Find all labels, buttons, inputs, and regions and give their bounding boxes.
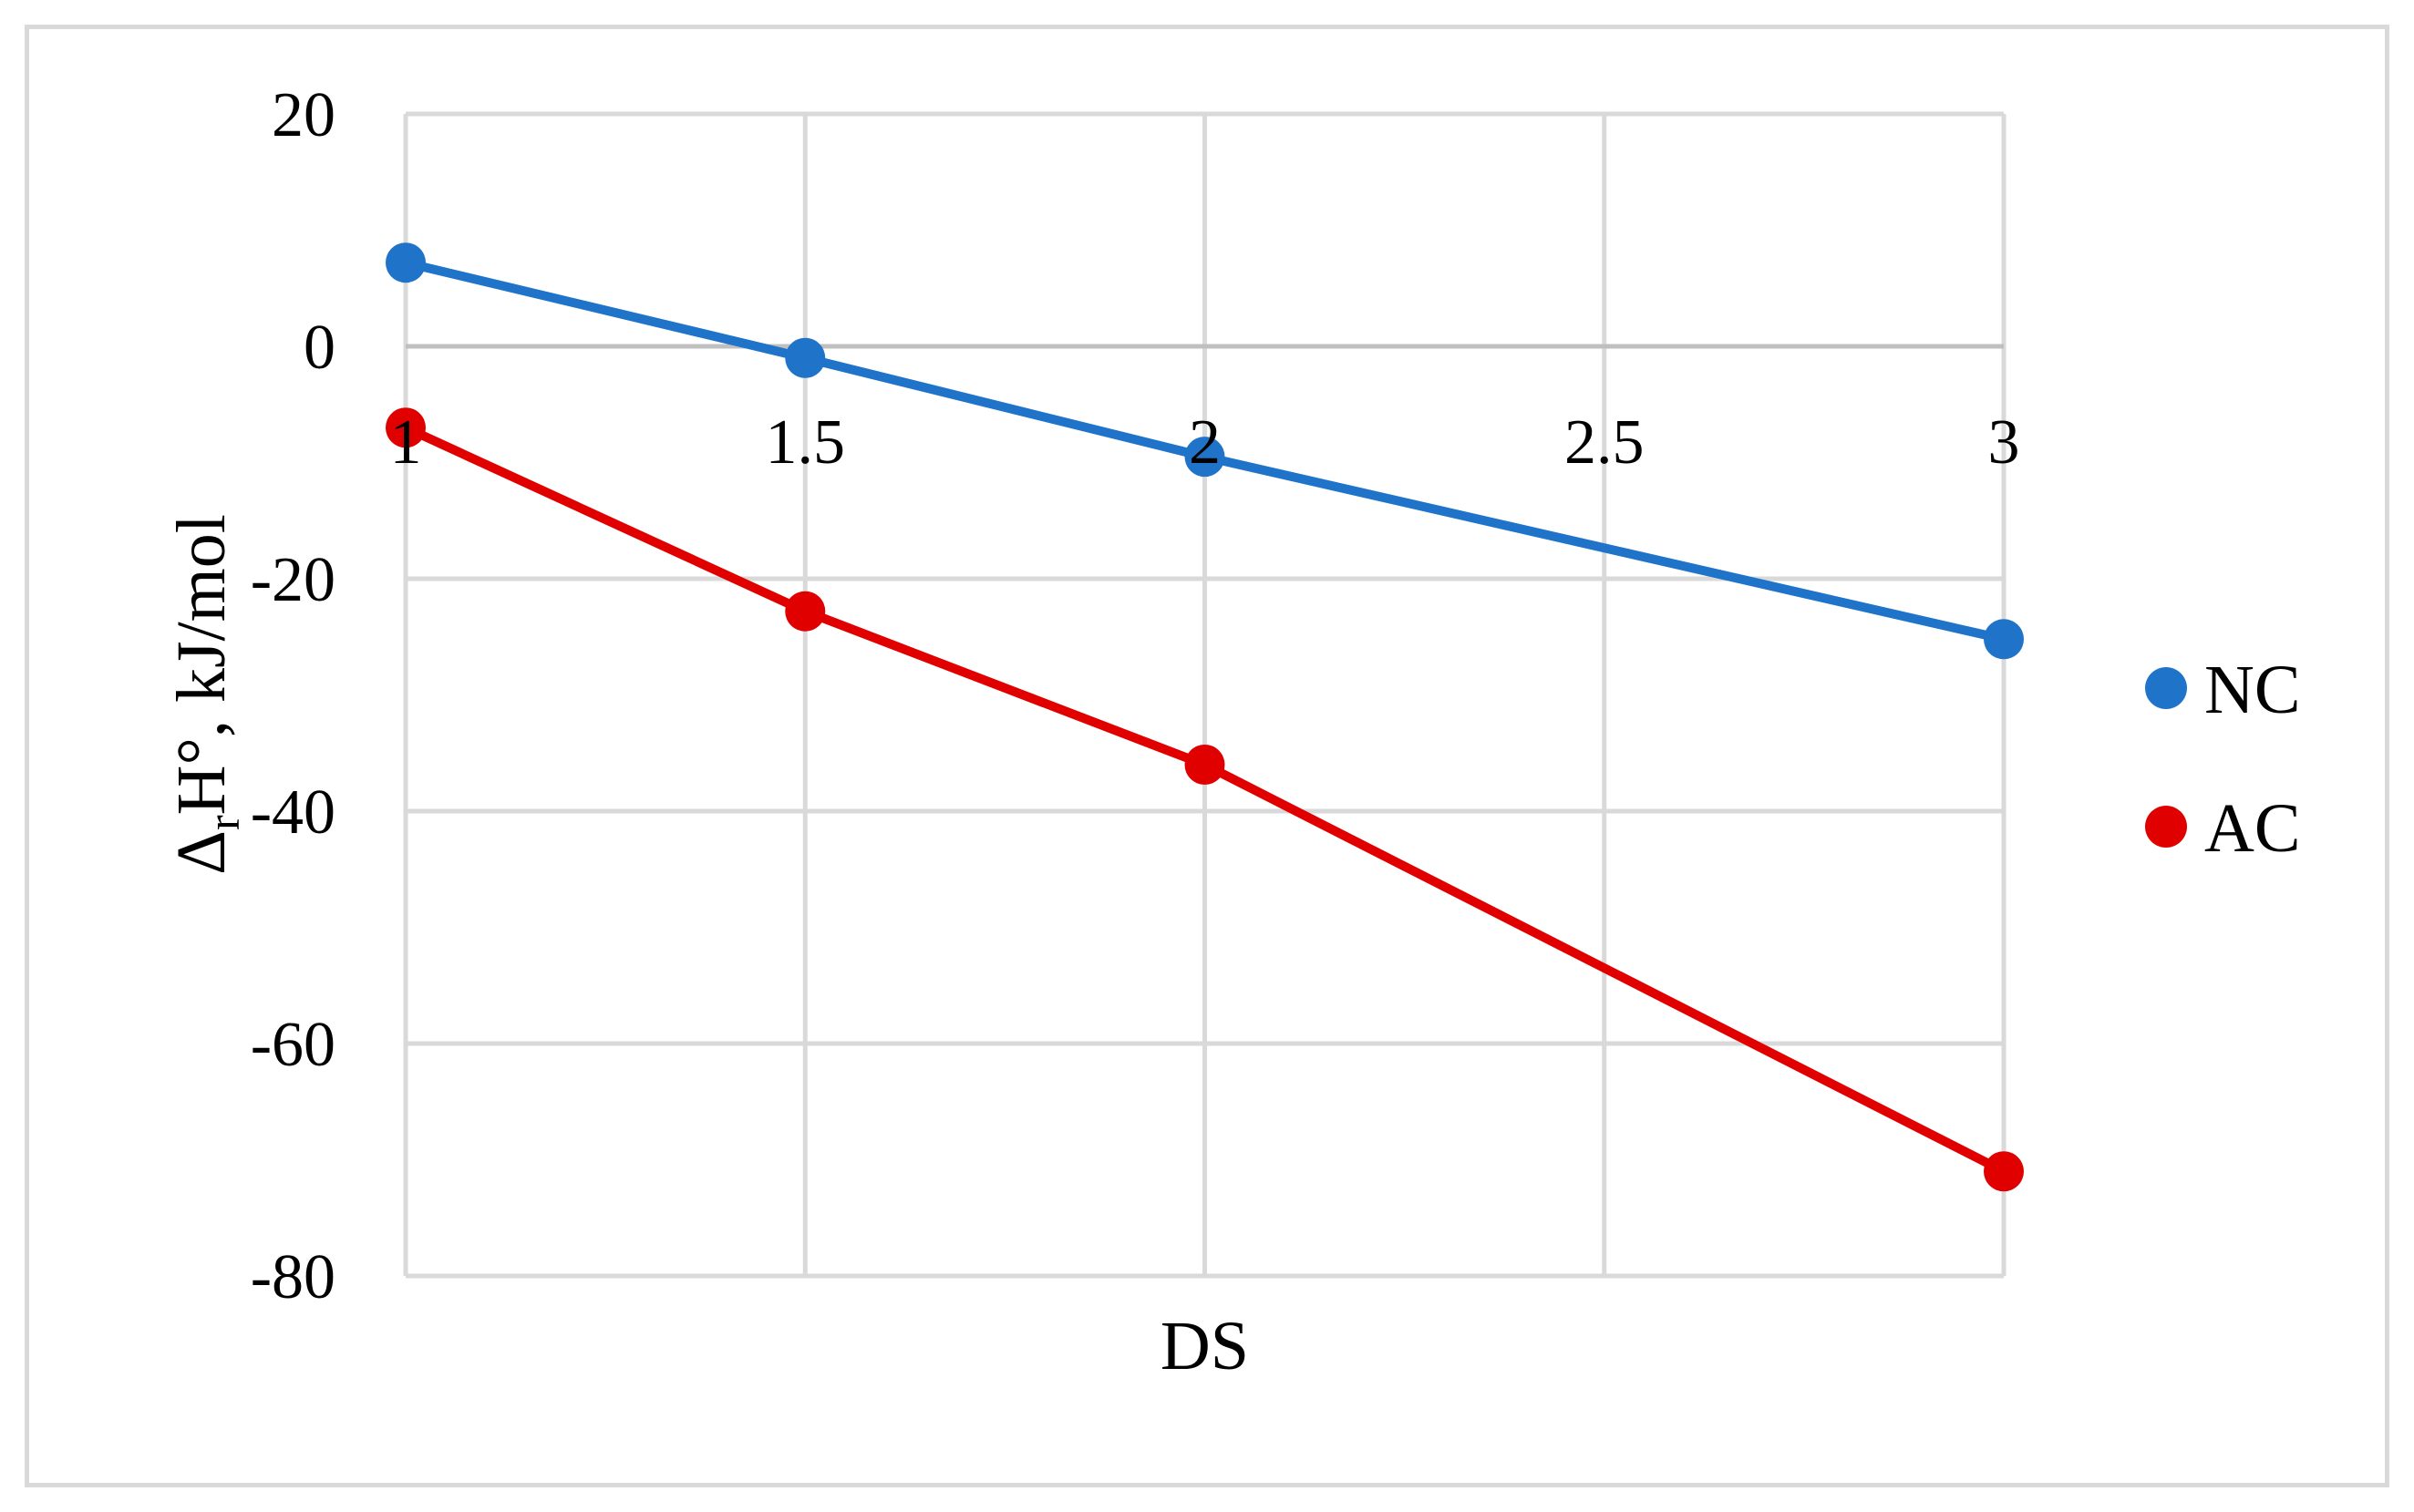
legend-label-nc: NC	[2204, 652, 2301, 728]
data-point-nc	[1984, 619, 2024, 660]
series-ac	[386, 407, 2024, 1192]
data-point-nc	[785, 337, 826, 378]
y-tick-label: -80	[251, 1242, 335, 1312]
x-tick-label: 2.5	[1564, 407, 1645, 478]
data-point-ac	[1984, 1151, 2024, 1192]
data-point-ac	[386, 407, 426, 448]
x-tick-label: 1	[390, 407, 422, 478]
legend-label-ac: AC	[2204, 790, 2301, 867]
x-tick-label: 3	[1988, 407, 2020, 478]
series-layer	[386, 242, 2024, 1192]
data-point-nc	[1184, 437, 1225, 478]
legend-marker-ac	[2145, 806, 2187, 848]
y-axis-title-rest: H°, kJ/mol	[163, 514, 240, 815]
y-tick-label: 20	[272, 80, 335, 150]
y-axis-title: ΔrH°, kJ/mol	[163, 514, 249, 875]
y-axis-title-subscript: r	[198, 815, 249, 830]
x-axis-ticks: 1 1.5 2 2.5 3	[390, 407, 2020, 478]
gridlines	[403, 111, 2007, 1279]
y-axis-ticks: 20 0 -20 -40 -60 -80	[251, 80, 335, 1312]
x-axis-title: DS	[1161, 1308, 1249, 1384]
y-tick-label: 0	[304, 313, 335, 383]
data-point-ac	[1184, 745, 1225, 785]
y-tick-label: -40	[251, 777, 335, 848]
legend-marker-nc	[2145, 667, 2187, 709]
y-axis-title-delta: Δ	[163, 830, 240, 875]
data-point-nc	[386, 242, 426, 283]
series-line-ac	[403, 423, 2007, 1176]
x-tick-label: 1.5	[766, 407, 846, 478]
data-point-ac	[785, 591, 826, 632]
series-line-nc	[404, 258, 2006, 644]
series-nc	[386, 242, 2024, 660]
x-tick-label: 2	[1189, 407, 1221, 478]
y-tick-label: -60	[251, 1010, 335, 1080]
legend: NC AC	[2145, 652, 2301, 867]
y-tick-label: -20	[251, 545, 335, 615]
